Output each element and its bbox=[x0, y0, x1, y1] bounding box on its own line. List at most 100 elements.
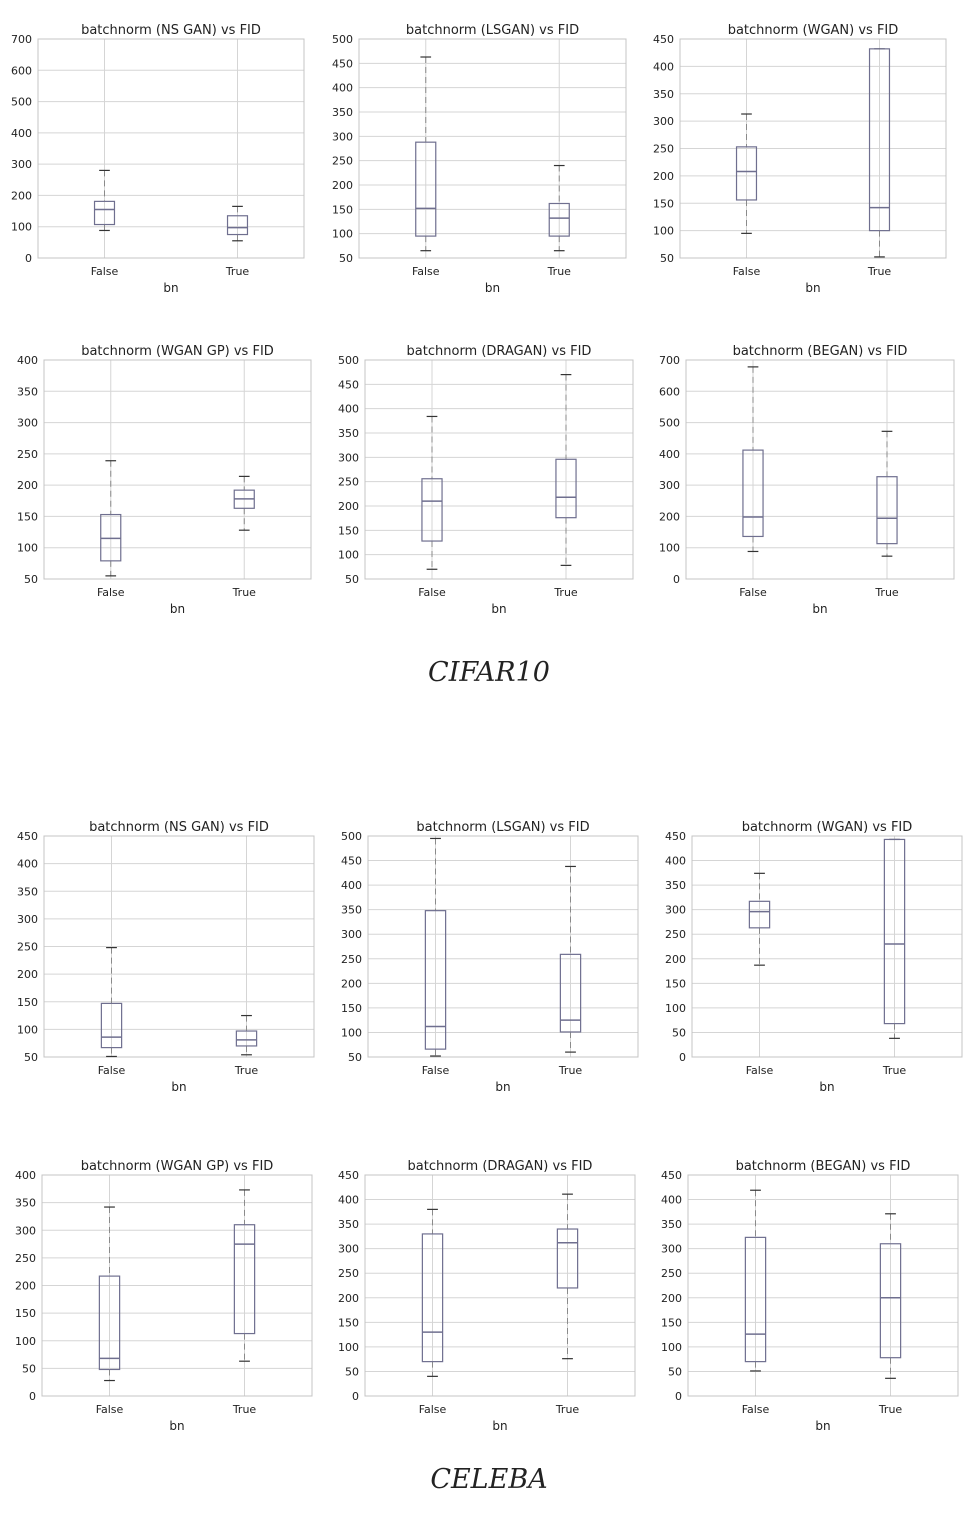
x-tick-label: False bbox=[422, 1064, 450, 1077]
plot-frame bbox=[37, 38, 305, 259]
iqr-box bbox=[876, 476, 898, 545]
box-true bbox=[556, 1193, 579, 1360]
x-axis-label: bn bbox=[805, 281, 820, 295]
y-tick-label: 50 bbox=[24, 1051, 38, 1064]
y-tick-label: 450 bbox=[338, 1169, 359, 1182]
y-tick-label: 500 bbox=[338, 354, 359, 367]
box-false bbox=[100, 460, 122, 577]
x-tick-label: False bbox=[412, 265, 440, 278]
box-chart-12: 0 50 100 150 200 250 300 350 400 450 False True batc… bbox=[661, 1159, 959, 1433]
y-tick-label: 150 bbox=[332, 203, 353, 216]
iqr-box bbox=[559, 953, 582, 1033]
y-tick-label: 450 bbox=[341, 855, 362, 868]
plot-frame bbox=[41, 1174, 313, 1397]
chart-title: batchnorm (LSGAN) vs FID bbox=[416, 820, 589, 835]
box-true bbox=[876, 430, 898, 557]
box-chart-10: 0 50 100 150 200 250 300 350 400 False True batchno… bbox=[15, 1159, 313, 1433]
box-chart-11: 0 50 100 150 200 250 300 350 400 450 False True batc… bbox=[338, 1159, 636, 1433]
box-false bbox=[744, 1189, 767, 1372]
y-tick-label: 700 bbox=[659, 354, 680, 367]
y-tick-label: 150 bbox=[653, 197, 674, 210]
y-tick-label: 200 bbox=[17, 968, 38, 981]
iqr-box bbox=[556, 1228, 579, 1289]
iqr-box bbox=[744, 1236, 767, 1363]
box-false bbox=[415, 56, 437, 252]
y-tick-label: 700 bbox=[11, 33, 32, 46]
box-chart-9: 0 50 100 150 200 250 300 350 400 450 False True batc… bbox=[665, 820, 963, 1094]
y-tick-label: 450 bbox=[338, 378, 359, 391]
y-tick-label: 50 bbox=[348, 1051, 362, 1064]
iqr-box bbox=[748, 900, 771, 929]
box-true bbox=[559, 865, 582, 1053]
x-tick-label: False bbox=[91, 265, 119, 278]
plot-frame bbox=[43, 835, 315, 1058]
y-tick-label: 250 bbox=[17, 941, 38, 954]
y-tick-label: 300 bbox=[15, 1224, 36, 1237]
y-tick-label: 100 bbox=[665, 1002, 686, 1015]
x-axis-label: bn bbox=[812, 602, 827, 616]
y-tick-label: 300 bbox=[17, 913, 38, 926]
y-tick-label: 0 bbox=[673, 573, 680, 586]
box-true bbox=[555, 374, 577, 566]
y-tick-label: 400 bbox=[653, 60, 674, 73]
y-tick-label: 500 bbox=[659, 417, 680, 430]
section-label-celeba: CELEBA bbox=[430, 1464, 548, 1495]
iqr-box bbox=[421, 478, 443, 542]
y-tick-label: 500 bbox=[11, 96, 32, 109]
box-chart-3: 50 100 150 200 250 300 350 400 450 False True batch… bbox=[653, 23, 947, 295]
chart-title: batchnorm (DRAGAN) vs FID bbox=[407, 344, 592, 359]
x-axis-label: bn bbox=[491, 602, 506, 616]
y-tick-label: 400 bbox=[338, 403, 359, 416]
box-true bbox=[548, 164, 570, 252]
x-tick-label: True bbox=[874, 586, 899, 599]
y-tick-label: 50 bbox=[339, 252, 353, 265]
iqr-box bbox=[879, 1243, 902, 1359]
y-tick-label: 150 bbox=[338, 524, 359, 537]
plot-frame bbox=[685, 359, 955, 580]
y-tick-label: 200 bbox=[17, 479, 38, 492]
y-tick-label: 450 bbox=[17, 830, 38, 843]
iqr-box bbox=[883, 838, 906, 1025]
plot-frame bbox=[43, 359, 312, 580]
x-axis-label: bn bbox=[171, 1080, 186, 1094]
plot-frame bbox=[364, 1174, 636, 1397]
y-tick-label: 200 bbox=[665, 953, 686, 966]
y-tick-label: 350 bbox=[665, 879, 686, 892]
x-tick-label: True bbox=[225, 265, 250, 278]
x-axis-label: bn bbox=[485, 281, 500, 295]
y-tick-label: 200 bbox=[332, 179, 353, 192]
y-tick-label: 350 bbox=[15, 1197, 36, 1210]
y-tick-label: 250 bbox=[332, 155, 353, 168]
y-tick-label: 300 bbox=[661, 1243, 682, 1256]
box-false bbox=[93, 169, 116, 232]
box-false bbox=[748, 872, 771, 966]
iqr-box bbox=[555, 458, 577, 519]
y-tick-label: 400 bbox=[11, 127, 32, 140]
box-true bbox=[868, 48, 891, 258]
y-tick-label: 200 bbox=[653, 170, 674, 183]
box-false bbox=[421, 415, 443, 570]
y-tick-label: 250 bbox=[338, 1267, 359, 1280]
iqr-box bbox=[421, 1233, 444, 1363]
y-tick-label: 150 bbox=[661, 1316, 682, 1329]
y-tick-label: 100 bbox=[17, 1023, 38, 1036]
x-tick-label: False bbox=[746, 1064, 774, 1077]
y-tick-label: 50 bbox=[345, 1365, 359, 1378]
y-tick-label: 400 bbox=[17, 858, 38, 871]
box-false bbox=[98, 1206, 121, 1382]
chart-title: batchnorm (WGAN GP) vs FID bbox=[81, 1159, 274, 1174]
y-tick-label: 350 bbox=[338, 427, 359, 440]
iqr-box bbox=[415, 141, 437, 237]
box-true bbox=[883, 838, 906, 1039]
iqr-box bbox=[100, 1002, 123, 1049]
y-tick-label: 150 bbox=[17, 510, 38, 523]
x-axis-label: bn bbox=[495, 1080, 510, 1094]
y-tick-label: 250 bbox=[653, 143, 674, 156]
y-tick-label: 350 bbox=[17, 885, 38, 898]
y-tick-label: 350 bbox=[17, 385, 38, 398]
y-tick-label: 300 bbox=[338, 1243, 359, 1256]
x-axis-label: bn bbox=[163, 281, 178, 295]
box-chart-5: 50 100 150 200 250 300 350 400 450 500 False True ba… bbox=[338, 344, 634, 616]
y-tick-label: 100 bbox=[17, 542, 38, 555]
chart-title: batchnorm (DRAGAN) vs FID bbox=[408, 1159, 593, 1174]
